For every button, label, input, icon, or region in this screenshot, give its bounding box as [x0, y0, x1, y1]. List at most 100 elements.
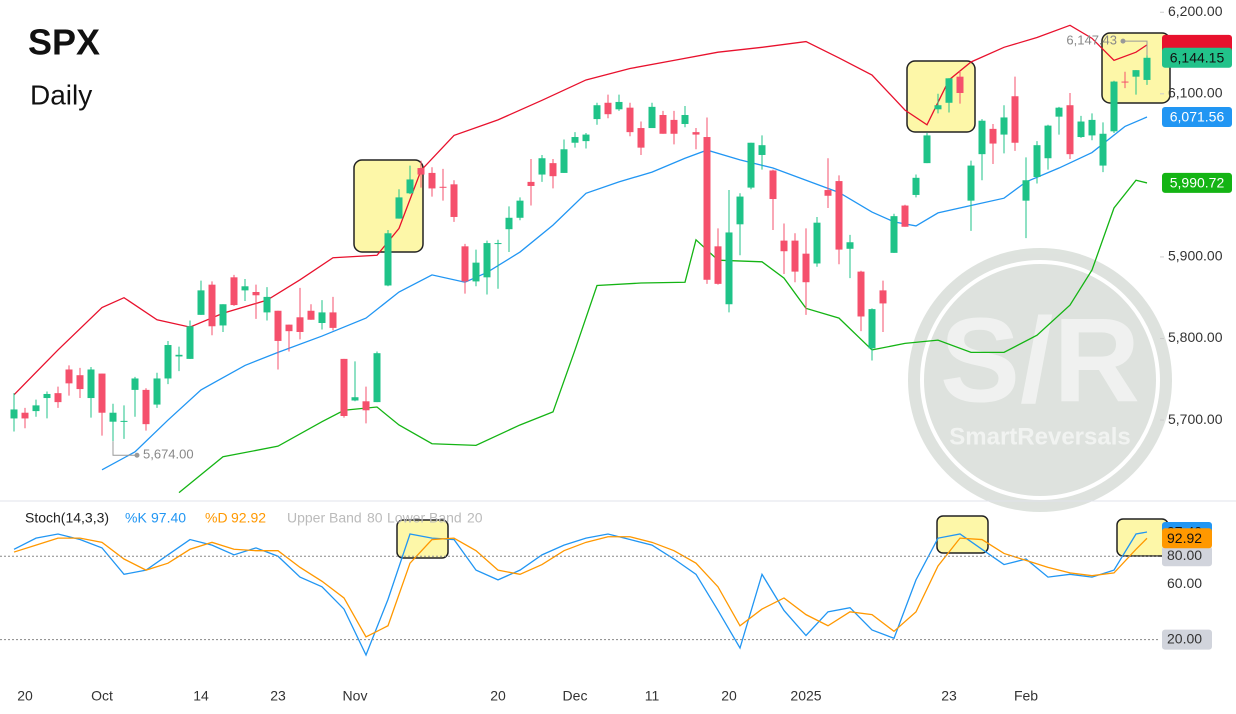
- stoch-title: Stoch(14,3,3): [25, 510, 109, 526]
- annotation-leader: [1123, 40, 1148, 56]
- y-tick-label: 5,800.00: [1168, 329, 1223, 345]
- highlight-box: [1116, 518, 1169, 557]
- candle-body: [901, 205, 909, 227]
- candle-body: [109, 412, 117, 422]
- candle-body: [692, 132, 700, 135]
- candle-body: [846, 242, 854, 249]
- legend-name: %K: [125, 510, 147, 526]
- watermark-ring: [920, 260, 1160, 500]
- candle-body: [725, 232, 733, 305]
- band-line: [101, 116, 1148, 471]
- candle-body: [208, 284, 216, 327]
- candle-body: [263, 296, 271, 313]
- candle-body: [329, 312, 337, 328]
- candle-body: [373, 353, 381, 403]
- candle-body: [835, 181, 843, 250]
- candle-body: [76, 375, 84, 390]
- candle-body: [1099, 133, 1107, 166]
- value-tag: 92.92: [1167, 530, 1202, 546]
- watermark: [908, 248, 1172, 512]
- candle-body: [483, 243, 491, 278]
- candle-body: [516, 200, 524, 218]
- candle-body: [505, 217, 513, 230]
- candle-body: [1121, 81, 1129, 83]
- candle-body: [142, 389, 150, 425]
- candle-body: [164, 345, 172, 379]
- band-tag: 5,990.72: [1170, 175, 1225, 191]
- candle-body: [824, 190, 832, 196]
- plot-area: [13, 531, 1148, 657]
- legend-band-value: 20: [467, 510, 483, 526]
- candle-body: [406, 179, 414, 194]
- candle-body: [1044, 125, 1052, 159]
- x-tick-label: 20: [17, 688, 33, 704]
- chart-title: SPX: [28, 22, 100, 63]
- candle-body: [923, 135, 931, 164]
- value-tag-box: [1162, 528, 1212, 549]
- x-tick-label: 2025: [790, 688, 821, 704]
- candle-body: [736, 196, 744, 225]
- stoch-line: [13, 536, 1148, 638]
- candle-body: [65, 369, 73, 384]
- y-tick-label: 60.00: [1167, 575, 1202, 591]
- candle-body: [681, 115, 689, 124]
- candle-body: [131, 378, 139, 390]
- candle-body: [868, 309, 876, 349]
- x-tick-label: Dec: [563, 688, 588, 704]
- candle-body: [98, 373, 106, 413]
- legend-value: 92.92: [231, 510, 266, 526]
- y-tick-label: 5,700.00: [1168, 411, 1223, 427]
- candle-body: [362, 401, 370, 411]
- candle-body: [934, 105, 942, 110]
- candle-body: [153, 378, 161, 405]
- candle-body: [1000, 117, 1008, 135]
- candle-body: [714, 246, 722, 284]
- candle-body: [417, 168, 425, 175]
- candle-body: [120, 420, 128, 422]
- watermark-disc: [908, 248, 1172, 512]
- candle-body: [219, 304, 227, 326]
- y-tick-box: [1162, 629, 1212, 650]
- legend-name: %D: [205, 510, 228, 526]
- candle-body: [274, 310, 282, 341]
- close-tag-box: [1162, 47, 1232, 68]
- candle-body: [43, 393, 51, 399]
- candle-body: [1143, 57, 1151, 80]
- candle-body: [670, 119, 678, 134]
- y-tick-label: 5,900.00: [1168, 248, 1223, 264]
- y-tick-box: [1162, 546, 1212, 567]
- candle-body: [978, 120, 986, 155]
- candle-body: [637, 128, 645, 148]
- band-tag-box: [1162, 106, 1232, 127]
- candle-body: [1022, 180, 1030, 201]
- candle-body: [175, 354, 183, 357]
- candle-body: [450, 184, 458, 217]
- candle-body: [439, 186, 447, 188]
- x-tick-label: 23: [270, 688, 286, 704]
- candle-body: [989, 128, 997, 144]
- candle-body: [307, 310, 315, 320]
- candle-body: [1132, 70, 1140, 77]
- candle-body: [912, 177, 920, 195]
- candle-body: [593, 105, 601, 120]
- legend-value: 97.40: [151, 510, 186, 526]
- plot-area: [10, 24, 1151, 494]
- candle-body: [747, 142, 755, 188]
- chart-subtitle: Daily: [30, 79, 92, 110]
- candle-body: [384, 233, 392, 286]
- legend-band-name: Upper Band: [287, 510, 362, 526]
- highlight-box: [1101, 32, 1171, 104]
- x-tick-label: 23: [941, 688, 957, 704]
- candle-body: [802, 253, 810, 283]
- candle-body: [285, 324, 293, 332]
- candle-body: [1110, 81, 1118, 132]
- candle-body: [769, 170, 777, 200]
- candle-body: [1055, 107, 1063, 117]
- candle-body: [21, 412, 29, 419]
- annotation-leader: [112, 441, 137, 456]
- candle-body: [32, 405, 40, 412]
- candle-body: [186, 326, 194, 359]
- x-tick-label: 20: [490, 688, 506, 704]
- candle-body: [252, 292, 260, 296]
- legend-band-value: 80: [367, 510, 383, 526]
